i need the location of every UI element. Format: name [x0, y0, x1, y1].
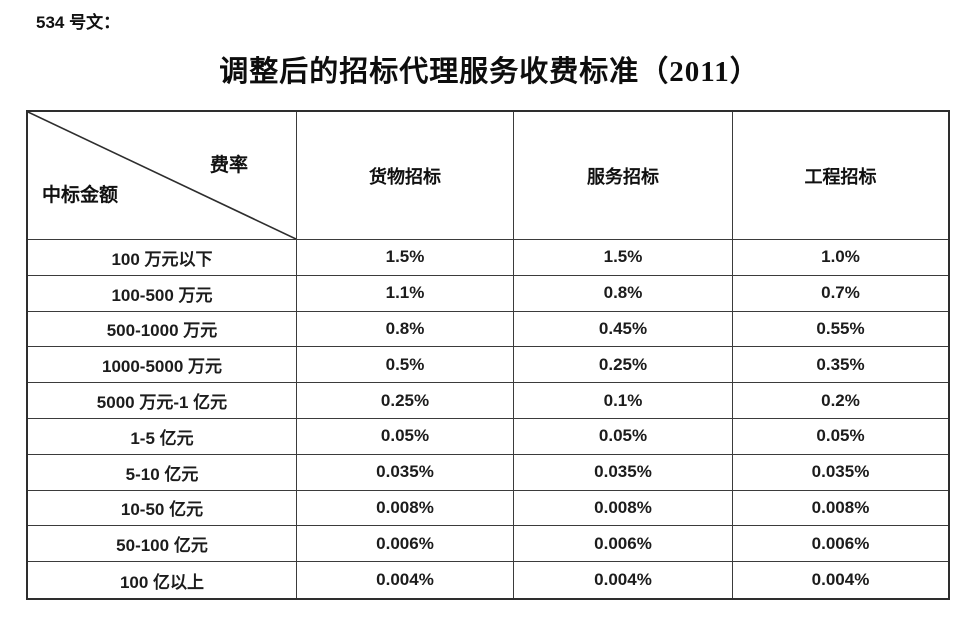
rate-cell: 0.05% [733, 419, 948, 455]
row-label: 5-10 亿元 [28, 454, 297, 491]
rate-cell: 0.004% [811, 570, 870, 590]
rate-cell: 0.006% [297, 526, 514, 563]
rate-cell: 0.008% [514, 490, 733, 527]
diagonal-divider-line [28, 112, 296, 239]
rate-cell: 0.55% [733, 312, 948, 348]
row-label: 1-5 亿元 [28, 418, 297, 455]
rate-cell: 0.25% [297, 383, 514, 419]
fee-rate-table: 费率 中标金额 货物招标 服务招标 工程招标 100 万元以下 1.5% 1.5… [26, 110, 950, 600]
rate-cell: 0.008% [733, 491, 948, 527]
corner-label-amount: 中标金额 [42, 185, 119, 206]
rate-cell: 0.006% [514, 526, 733, 563]
column-header-services: 服务招标 [514, 112, 733, 240]
rate-cell: 0.8% [297, 311, 514, 348]
row-label: 100-500 万元 [28, 275, 297, 312]
rate-cell: 0.8% [514, 275, 733, 312]
row-label: 1000-5000 万元 [28, 347, 297, 384]
rate-cell: 0.35% [733, 347, 948, 384]
rate-cell: 1.1% [297, 275, 514, 312]
column-header-engineering: 工程招标 [733, 112, 948, 240]
rate-cell: 1.5% [297, 240, 514, 276]
row-label: 500-1000 万元 [28, 311, 297, 348]
rate-cell: 0.035% [297, 454, 514, 491]
doc-number-label: 534 号文： [36, 13, 121, 32]
rate-cell: 0.5% [297, 347, 514, 384]
rate-cell: 0.008% [297, 490, 514, 527]
rate-cell: 0.2% [733, 383, 948, 419]
rate-cell: 0.45% [514, 311, 733, 348]
page-title: 调整后的招标代理服务收费标准（2011） [219, 56, 760, 88]
rate-cell: 0.004% [514, 562, 733, 598]
rate-cell: 0.004% [297, 562, 514, 598]
row-label: 100 万元以下 [28, 240, 297, 276]
rate-cell: 0.006% [733, 526, 948, 563]
rate-cell: 0.05% [297, 418, 514, 455]
corner-label-rate: 费率 [209, 155, 248, 176]
rate-cell: 0.035% [733, 455, 948, 491]
row-label: 100 亿以上 [28, 562, 297, 598]
rate-cell: 0.7% [733, 276, 948, 312]
rate-cell: 0.25% [514, 347, 733, 384]
rate-cell: 1.5% [514, 240, 733, 276]
row-label: 50-100 亿元 [28, 526, 297, 563]
row-label: 5000 万元-1 亿元 [28, 383, 297, 419]
rate-cell: 0.035% [514, 454, 733, 491]
rate-cell: 0.05% [514, 418, 733, 455]
rate-cell: 0.1% [514, 383, 733, 419]
table-corner-cell: 费率 中标金额 [28, 112, 297, 240]
rate-cell: 1.0% [733, 240, 948, 276]
row-label: 10-50 亿元 [28, 490, 297, 527]
column-header-goods: 货物招标 [297, 112, 514, 240]
